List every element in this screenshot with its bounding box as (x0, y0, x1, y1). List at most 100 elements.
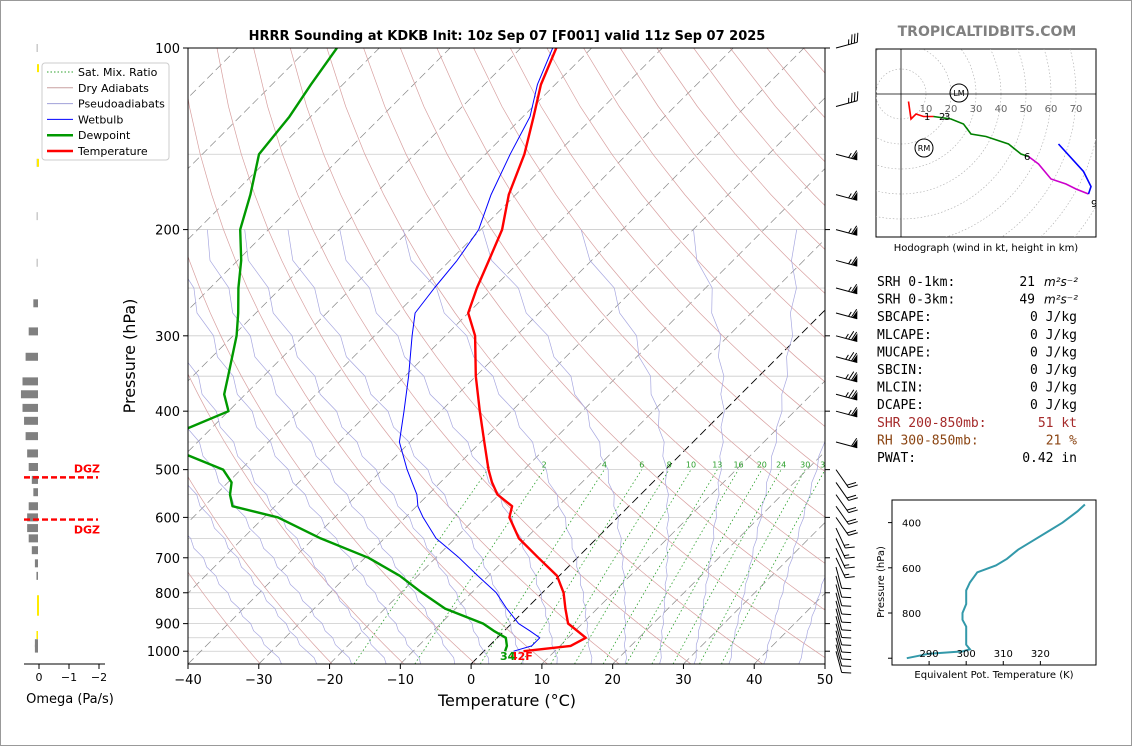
wind-barb (835, 190, 858, 201)
omega-bar (37, 601, 39, 610)
legend-box (41, 62, 170, 161)
theta-y-tick-label: 600 (902, 564, 921, 575)
barb-full (851, 283, 858, 293)
mixing-ratio-line (479, 469, 605, 664)
hodograph-caption: Hodograph (wind in kt, height in km) (894, 243, 1079, 254)
theta-x-tick-label: 290 (920, 649, 939, 660)
stat-value: 0 J/kg (1030, 328, 1077, 343)
hodo-ring-label: 30 (970, 104, 983, 115)
wind-barb (835, 91, 859, 107)
dry-adiabat (436, 48, 825, 518)
wind-barb (835, 407, 858, 418)
stat-value: 0 J/kg (1030, 310, 1077, 325)
legend-label: Wetbulb (78, 113, 123, 126)
hodograph: 10 20 30 40 50 60 70 1 23 6 9 LM RM (876, 49, 1096, 237)
barb-half (848, 152, 852, 158)
barb-staff (835, 153, 858, 161)
stat-label: SRH 0-3km: (877, 293, 955, 308)
barb-full (848, 371, 855, 380)
barb-staff (835, 637, 843, 660)
pseudoadiabat (287, 229, 524, 664)
omega-bar (37, 158, 39, 167)
isotherm (188, 48, 451, 311)
omega-xlabel: Omega (Pa/s) (26, 692, 114, 707)
dry-adiabat (583, 48, 825, 339)
theta-y-tick-label: 400 (902, 519, 921, 530)
barb-full (841, 636, 852, 639)
barb-staff (835, 557, 846, 578)
hodo-trace (1057, 143, 1092, 195)
dry-adiabat (188, 373, 405, 664)
barb-full (841, 621, 852, 624)
barb-staff (835, 527, 846, 549)
barb-full (841, 671, 852, 674)
stat-value: 51 kt (1038, 416, 1077, 431)
barb-staff (835, 505, 850, 525)
dry-adiabat (363, 48, 825, 611)
hodograph-frame (875, 48, 1097, 238)
barb-full (845, 576, 855, 579)
barb-flag (852, 373, 858, 382)
barb-half (848, 259, 852, 265)
pseudoadiabat (580, 229, 670, 664)
legend-label: Dry Adiabats (78, 82, 149, 95)
isotherm (188, 48, 309, 170)
stat-label: RH 300-850mb: (877, 433, 979, 448)
mixing-ratio-line (721, 469, 825, 664)
barb-staff (835, 229, 858, 236)
barb-full (841, 613, 852, 616)
barb-flag (852, 333, 858, 342)
barb-full (851, 256, 858, 265)
barb-full (848, 509, 858, 514)
theta-x-tick-label: 310 (994, 649, 1013, 660)
omega-bar (34, 644, 38, 653)
skewt-ylabel: Pressure (hPa) (120, 299, 139, 414)
profile-wetbulb (398, 48, 554, 652)
wind-barb (835, 592, 852, 616)
barb-full (846, 529, 857, 534)
hodo-ring-label: 40 (995, 104, 1008, 115)
theta-x-tick-label: 320 (1031, 649, 1050, 660)
stat-value: 49 (1019, 293, 1035, 308)
barb-half (848, 39, 850, 45)
wind-barb (835, 557, 855, 579)
barb-staff (835, 41, 858, 49)
omega-bar (31, 475, 38, 484)
barb-flag (852, 227, 858, 236)
wind-barb (835, 566, 852, 590)
barb-half (848, 228, 852, 234)
isotherm (400, 238, 825, 664)
brand-label: TROPICALTIDBITS.COM (898, 24, 1077, 40)
x-tick-label: 0 (467, 673, 475, 688)
theta-y-tick-label: 800 (902, 609, 921, 620)
stat-label: SBCIN: (877, 363, 924, 378)
omega-tick-label: 0 (36, 671, 43, 684)
wind-barb (835, 308, 858, 320)
omega-bar (36, 631, 38, 640)
barb-half (843, 554, 850, 557)
dgz-label: DGZ (74, 462, 100, 475)
stat-label: PWAT: (877, 451, 916, 466)
stat-value: 0 J/kg (1030, 363, 1077, 378)
rm-marker (914, 138, 934, 158)
surface-dew-label: 34 (500, 650, 516, 663)
y-tick-label: 700 (155, 552, 180, 567)
mixing-ratio-label: 13 (712, 461, 722, 470)
dgz-label: DGZ (74, 524, 100, 537)
mixing-ratio-label: 2 (542, 461, 547, 470)
barb-staff (835, 584, 843, 606)
omega-bar (37, 64, 39, 73)
theta-e-xlabel: Equivalent Pot. Temperature (K) (914, 670, 1073, 681)
dry-adiabat (188, 95, 548, 664)
omega-bar (27, 449, 38, 458)
barb-full (845, 546, 855, 549)
barb-staff (835, 651, 843, 673)
hodo-trace (933, 115, 1029, 158)
wind-barb (835, 630, 852, 654)
legend-label: Dewpoint (78, 129, 131, 142)
stat-label: SRH 0-1km: (877, 275, 955, 290)
omega-bar (24, 416, 38, 425)
stat-unit: m²s⁻² (1044, 275, 1078, 289)
barb-half (848, 286, 852, 292)
hodo-height-label: 2 (939, 112, 945, 123)
